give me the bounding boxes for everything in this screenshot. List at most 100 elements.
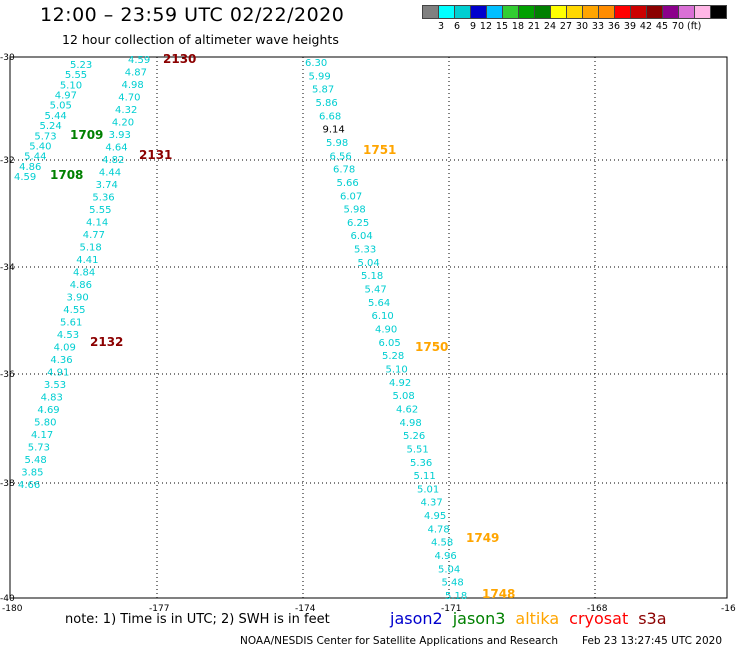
wave-height-value: 4.59 [128, 55, 150, 66]
wave-height-value: 5.05 [50, 101, 72, 112]
legend-entry-jason2: jason2 [390, 609, 443, 628]
wave-height-value: 5.18 [79, 243, 101, 254]
pass-time-label: 1749 [466, 531, 499, 545]
wave-height-value: 5.08 [393, 391, 415, 402]
wave-height-value: 5.04 [438, 564, 460, 575]
wave-height-value: 5.51 [407, 444, 429, 455]
wave-height-value: 5.55 [65, 70, 87, 81]
wave-height-value: 6.07 [340, 191, 362, 202]
legend-entry-cryosat: cryosat [569, 609, 629, 628]
wave-height-value: 5.11 [414, 471, 436, 482]
latitude-label: -36 [0, 370, 15, 380]
wave-height-value: 4.69 [37, 405, 59, 416]
map-frame [9, 56, 728, 599]
color-scale-label: 18 [511, 21, 524, 32]
longitude-label: -177 [149, 604, 169, 614]
wave-height-value: 5.40 [29, 141, 51, 152]
wave-height-value: 5.73 [34, 131, 56, 142]
wave-height-value: 4.09 [54, 343, 76, 354]
wave-height-value: 5.18 [445, 591, 467, 602]
wave-height-value: 4.82 [102, 155, 124, 166]
wave-height-value: 4.32 [115, 105, 137, 116]
pass-time-label: 1751 [363, 143, 396, 157]
wave-height-value: 3.53 [44, 380, 66, 391]
wave-height-value: 4.78 [428, 524, 450, 535]
wave-height-value: 3.93 [109, 130, 131, 141]
wave-height-value: 4.64 [105, 143, 127, 154]
wave-height-value: 5.48 [24, 455, 46, 466]
legend-entry-s3a: s3a [638, 609, 667, 628]
wave-height-value: 4.66 [18, 480, 40, 491]
wave-height-value: 4.77 [83, 230, 105, 241]
generation-timestamp: Feb 23 13:27:45 UTC 2020 [582, 635, 722, 647]
wave-height-value: 4.70 [118, 93, 140, 104]
wave-height-value: 5.01 [417, 484, 439, 495]
pass-time-label: 2131 [139, 148, 172, 162]
wave-height-value: 3.85 [21, 468, 43, 479]
wave-height-value: 4.44 [99, 168, 121, 179]
color-scale-label: 9 [469, 21, 476, 32]
wave-height-value: 5.66 [337, 178, 359, 189]
pass-time-labels: 2130 2131 2132 1709 1708 1751 1750 1749 1748 [50, 52, 515, 601]
wave-height-value: 5.44 [45, 111, 67, 122]
color-scale-label: 42 [639, 21, 652, 32]
wave-height-value: 6.10 [372, 311, 394, 322]
wave-height-value: 5.64 [368, 298, 390, 309]
pass-time-label: 1750 [415, 340, 448, 354]
wave-height-value: 6.04 [351, 231, 373, 242]
color-scale-label: 45 [655, 21, 668, 32]
wave-height-value: 5.87 [312, 85, 334, 96]
color-scale-label: 30 [575, 21, 588, 32]
wave-height-value: 4.96 [435, 551, 457, 562]
units-note: note: 1) Time is in UTC; 2) SWH is in fe… [65, 612, 330, 627]
satellite-legend: jason2 jason3 altika cryosat s3a [390, 609, 677, 628]
wave-height-value: 5.98 [326, 138, 348, 149]
wave-height-value: 4.14 [86, 218, 108, 229]
wave-height-value: 6.05 [379, 338, 401, 349]
wave-height-value: 4.83 [41, 393, 63, 404]
color-scale-label: 36 [607, 21, 620, 32]
longitude-label: -180 [2, 604, 23, 614]
wave-height-value: 6.30 [305, 58, 327, 69]
wave-height-value: 4.53 [57, 330, 79, 341]
color-scale-label: (ft) [687, 21, 702, 32]
pass-time-label: 1709 [70, 128, 103, 142]
wave-height-value: 5.36 [92, 193, 114, 204]
wave-height-value: 4.59 [14, 172, 36, 183]
color-scale-label: 39 [623, 21, 636, 32]
wave-height-value: 4.86 [19, 162, 41, 173]
wave-height-value: 5.47 [365, 285, 387, 296]
wave-height-value: 4.55 [63, 305, 85, 316]
wave-height-value: 4.58 [431, 538, 453, 549]
wave-height-value: 4.98 [122, 80, 144, 91]
color-scale-label: 6 [453, 21, 460, 32]
color-scale-label: 12 [479, 21, 492, 32]
wave-height-value: 3.74 [96, 180, 118, 191]
pass-time-label: 2130 [163, 52, 196, 66]
wave-height-value: 4.37 [421, 498, 443, 509]
latitude-label: -34 [0, 263, 15, 273]
wave-height-value: 4.97 [55, 91, 77, 102]
color-scale-label: 70 [671, 21, 684, 32]
wave-height-value: 5.10 [386, 364, 408, 375]
wave-height-value: 4.84 [73, 268, 95, 279]
satellite-tracks: 5.235.555.104.975.055.445.245.735.405.44… [14, 55, 467, 602]
wave-height-value: 5.04 [358, 258, 380, 269]
wave-height-value: 4.41 [76, 255, 98, 266]
wave-height-value: 5.33 [354, 245, 376, 256]
legend-entry-altika: altika [515, 609, 560, 628]
wave-height-value: 5.28 [382, 351, 404, 362]
wave-height-value: 5.10 [60, 80, 82, 91]
wave-height-value: 5.86 [316, 98, 338, 109]
wave-height-value: 6.25 [347, 218, 369, 229]
color-scale-label: 21 [527, 21, 540, 32]
color-scale-label: 33 [591, 21, 604, 32]
wave-height-value: 6.78 [333, 165, 355, 176]
wave-height-value: 6.56 [330, 151, 352, 162]
wave-height-value: 5.26 [403, 431, 425, 442]
color-scale-bar [422, 5, 727, 19]
latitude-label: -40 [0, 594, 15, 604]
map-title: 12:00 – 23:59 UTC 02/22/2020 [40, 4, 345, 26]
wave-height-value: 4.36 [50, 355, 72, 366]
